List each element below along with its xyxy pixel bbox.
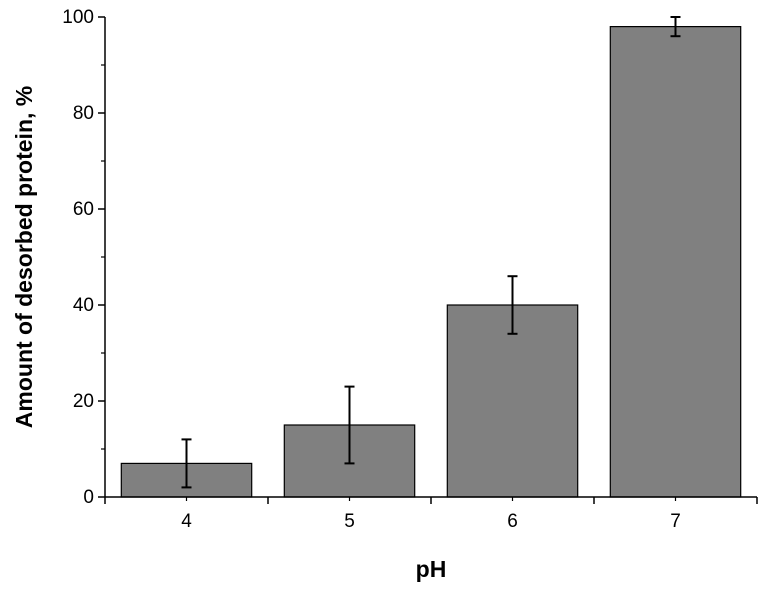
y-tick-label: 100 bbox=[62, 7, 94, 28]
y-tick-label: 40 bbox=[73, 295, 94, 316]
bars-group bbox=[120, 26, 742, 498]
x-tick-label: 5 bbox=[344, 511, 355, 532]
tick-labels-group: 0 20 40 60 80 100 4 5 6 7 bbox=[62, 7, 680, 532]
error-bar-6 bbox=[507, 275, 518, 335]
bar-7 bbox=[609, 26, 742, 498]
error-bars-group bbox=[181, 16, 681, 489]
x-tick-label: 6 bbox=[507, 511, 518, 532]
error-bar-7 bbox=[670, 16, 681, 38]
y-tick-label: 0 bbox=[83, 487, 94, 508]
error-bar-4 bbox=[181, 438, 192, 489]
y-tick-label: 80 bbox=[73, 103, 94, 124]
x-tick-label: 4 bbox=[181, 511, 192, 532]
x-tick-label: 7 bbox=[670, 511, 681, 532]
y-axis-title: Amount of desorbed protein, % bbox=[11, 86, 37, 428]
error-bar-5 bbox=[344, 385, 355, 465]
axes-group bbox=[98, 16, 758, 504]
x-axis-title: pH bbox=[416, 556, 447, 582]
y-tick-label: 60 bbox=[73, 199, 94, 220]
y-tick-label: 20 bbox=[73, 391, 94, 412]
